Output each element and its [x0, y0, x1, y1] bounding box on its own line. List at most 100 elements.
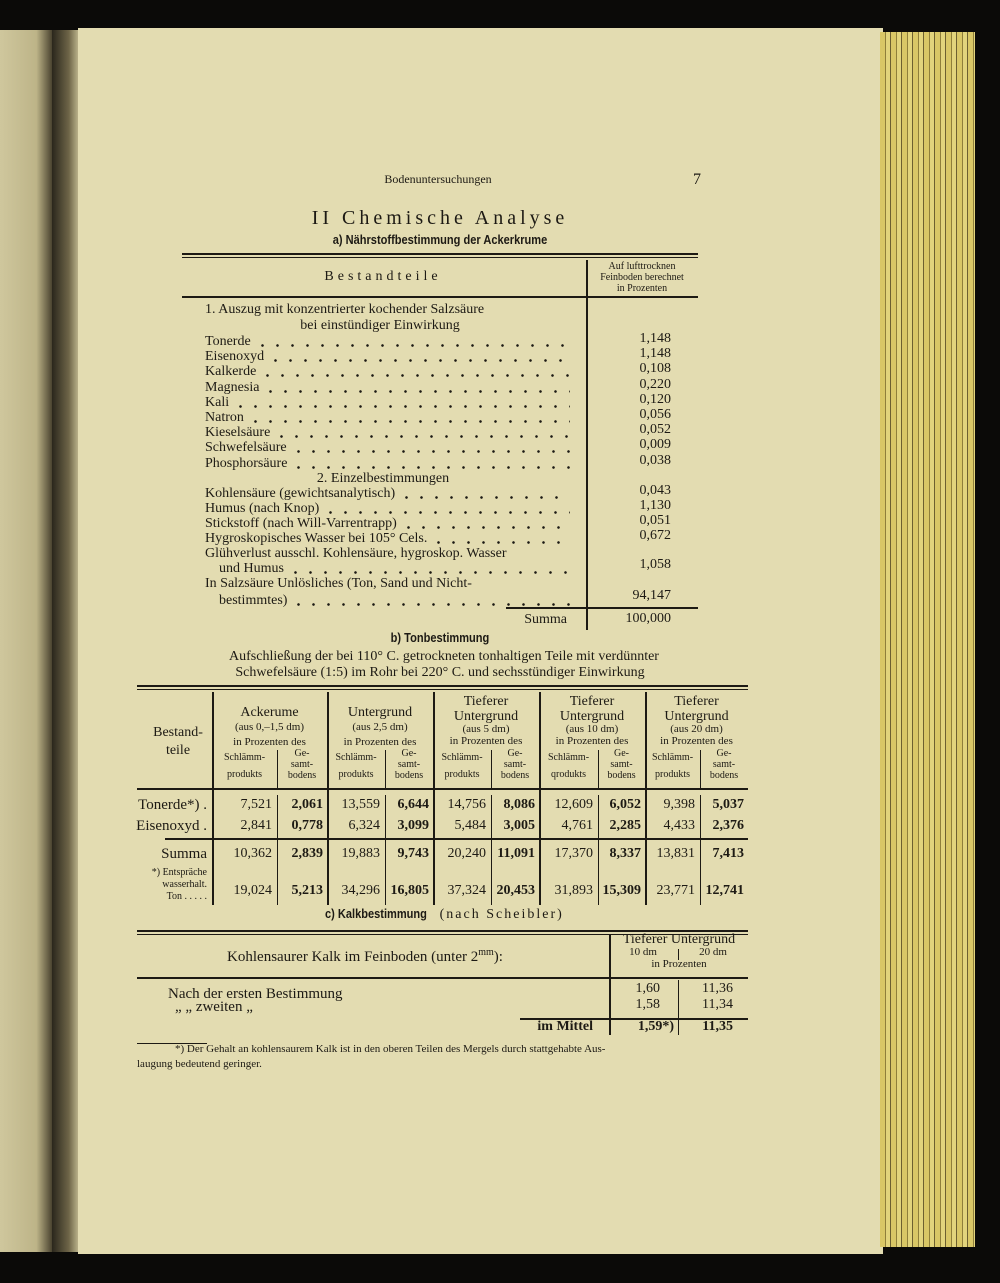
table-row-label: und Humus [219, 561, 570, 577]
col-20dm: 20 dm [699, 946, 727, 958]
table-row-value: 94,147 [632, 588, 672, 603]
section-b-title: b) Tonbestimmung [390, 630, 490, 645]
subcol-schlaemm: Schlämm- [547, 751, 590, 763]
rule [491, 795, 492, 905]
table-cell: 6,324 [348, 818, 381, 833]
rule [137, 977, 748, 979]
rule [137, 689, 748, 690]
title-bold: c) Kalkbestimmung [325, 906, 428, 921]
group-heading: bei einstündiger Einwirkung [300, 318, 460, 333]
label-text: Schwefelsäure [205, 440, 287, 455]
table-row-value: 0,056 [639, 407, 672, 422]
dot-leader [274, 425, 570, 441]
mean-value: 1,59*) [637, 1019, 674, 1034]
group-depth: (aus 5 dm) [462, 723, 510, 735]
table-cell: 34,296 [341, 883, 381, 898]
subcol-gesamt: Ge- [507, 747, 523, 759]
rule [165, 838, 748, 840]
table-cell: 10,362 [233, 846, 273, 861]
rule [539, 692, 541, 905]
table-cell: 31,893 [554, 883, 594, 898]
col-label-value: Feinboden berechnet [600, 271, 684, 283]
table-row-label: Kieselsäure [205, 425, 570, 441]
page-title: II Chemische Analyse [311, 207, 569, 229]
table-row-value: 0,038 [639, 453, 672, 468]
subcol-gesamt: Ge- [716, 747, 732, 759]
table-cell: 2,376 [712, 818, 745, 833]
rule [433, 692, 435, 905]
group-heading: 2. Einzelbestimmungen [316, 471, 450, 486]
subcol-schlaemm: produkts [338, 768, 374, 780]
table-row-label: Schwefelsäure [205, 440, 570, 456]
table-cell: 15,309 [602, 883, 642, 898]
rule [385, 795, 386, 905]
footnote-text: laugung bedeutend geringer. [137, 1058, 262, 1070]
dot-leader [400, 516, 570, 532]
subcol-schlaemm: Schlämm- [441, 751, 483, 763]
dot-leader [399, 486, 570, 502]
subcol-gesamt: bodens [287, 769, 317, 781]
summa-value: 100,000 [625, 611, 672, 626]
table-cell: 3,005 [503, 818, 536, 833]
table-cell: 23,771 [656, 883, 696, 898]
rule [182, 257, 698, 258]
table-cell: 5,484 [454, 818, 487, 833]
col-label-bestandteile: Bestandteile [324, 269, 442, 284]
table-cell: 11,091 [497, 846, 535, 861]
table-cell: 7,521 [240, 797, 273, 812]
group-depth: (aus 20 dm) [670, 723, 723, 735]
table-cell: 6,644 [397, 797, 430, 812]
group-depth: (aus 10 dm) [565, 723, 619, 735]
table-row-label: Eisenoxyd . [136, 818, 207, 834]
subcol-gesamt: Ge- [614, 747, 629, 759]
table-cell: 7,413 [712, 846, 745, 861]
dot-leader [291, 456, 570, 472]
table-row-label: Phosphorsäure [205, 456, 570, 472]
dot-leader [323, 501, 570, 517]
table-row-value: 0,220 [639, 377, 672, 392]
label-text: Natron [205, 410, 244, 425]
label-text: Kohlensäure (gewichtsanalytisch) [205, 486, 396, 501]
table-cell: 2,061 [291, 797, 324, 812]
table-row-label: Tonerde [205, 334, 570, 350]
group-heading: 1. Auszug mit konzentrierter kochender S… [205, 302, 485, 317]
label-text: Kalkerde [205, 364, 257, 379]
table-cell: 2,285 [609, 818, 642, 833]
table-row-label: Eisenoxyd [205, 349, 570, 365]
dot-leader [254, 334, 570, 350]
group-basis: in Prozenten des [660, 735, 733, 747]
subcol-gesamt: samt- [712, 758, 736, 770]
subcol-schlaemm: qrodukts [551, 768, 586, 780]
table-row-value: 0,108 [639, 361, 672, 376]
subcol-gesamt: bodens [394, 769, 424, 781]
rule [645, 692, 647, 905]
table-cell: 8,337 [609, 846, 642, 861]
rule [327, 692, 329, 905]
table-cell: 1,60 [635, 981, 661, 996]
adjacent-page-edge [0, 30, 52, 1252]
rule [385, 750, 386, 788]
table-row-label: In Salzsäure Unlösliches (Ton, Sand und … [205, 576, 472, 591]
intro-text: Aufschließung der bei 110° C. getrocknet… [229, 649, 659, 664]
label-text: Tonerde [205, 334, 251, 349]
label-text: Stickstoff (nach Will-Varrentrapp) [205, 516, 397, 531]
subcol-schlaemm: produkts [444, 768, 480, 780]
mean-value: 11,35 [702, 1019, 733, 1034]
label-text: bestimmtes) [219, 593, 288, 608]
table-cell: 20,453 [496, 883, 536, 898]
table-cell: 5,037 [712, 797, 745, 812]
group-title: Untergrund [664, 709, 729, 724]
table-cell: 12,609 [554, 797, 594, 812]
table-row-label: Hygroskopisches Wasser bei 105° Cels. [205, 531, 570, 547]
rule [520, 1018, 748, 1020]
footnote-rule [137, 1043, 207, 1044]
table-cell: 13,559 [341, 797, 381, 812]
label-text: Phosphorsäure [205, 456, 288, 471]
section-c-title: c) Kalkbestimmung (nach Scheibler) [240, 906, 640, 923]
table-row-label: Summa [161, 846, 207, 862]
subcol-gesamt: samt- [397, 758, 421, 770]
page-edges [880, 32, 975, 1247]
kalk-header: Kohlensaurer Kalk im Feinboden (unter 2m… [165, 947, 565, 966]
table-row-label: bestimmtes) [219, 593, 570, 609]
group-title: Tieferer [674, 694, 719, 709]
